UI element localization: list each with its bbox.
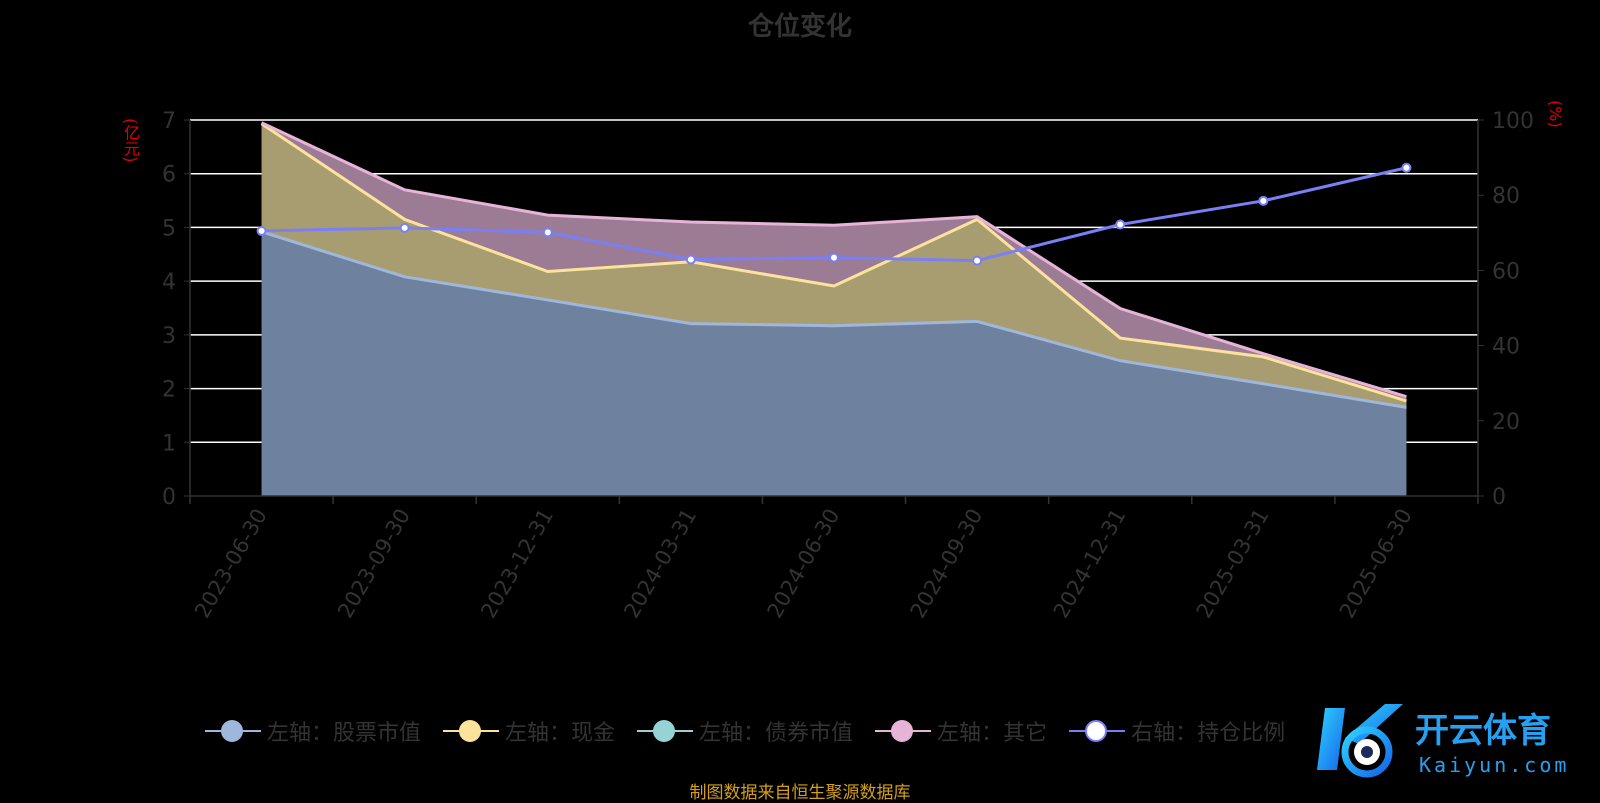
right-axis-tick-label: 0 <box>1492 485 1506 510</box>
right-axis-tick-label: 80 <box>1492 184 1520 209</box>
ratio-point <box>542 227 553 238</box>
legend-swatch-cash <box>443 716 500 746</box>
legend-item-other[interactable]: 左轴：其它 <box>875 715 1047 747</box>
chart-canvas: 0 1 2 3 4 5 6 7 0 20 40 60 80 100 2023-06-30 2023-09-30… <box>162 109 1534 623</box>
left-axis-tick-label: 6 <box>162 163 176 188</box>
legend-swatch-bond <box>637 716 694 746</box>
legend-swatch-stock <box>205 716 261 746</box>
x-axis-tick-label: 2024-03-31 <box>619 505 701 623</box>
left-axis-tick-label: 1 <box>162 431 176 456</box>
x-axis-tick-label: 2025-06-30 <box>1335 505 1417 623</box>
legend-label-cash: 左轴：现金 <box>505 721 616 746</box>
svg-text:开云体育: 开云体育 <box>1415 711 1551 751</box>
x-axis-tick-label: 2024-12-31 <box>1049 505 1131 623</box>
data-source-note: 制图数据来自恒生聚源数据库 <box>689 783 911 803</box>
ratio-point <box>256 225 267 236</box>
area-1 <box>261 123 1407 408</box>
area-line-0 <box>261 230 1407 409</box>
chart-legend: 左轴：股票市值 左轴：现金 左轴：债券市值 左轴：其它 右轴：持仓比例 <box>205 716 1307 746</box>
svg-text:Kaiyun.com: Kaiyun.com <box>1419 753 1569 777</box>
right-axis-unit: (%) <box>1546 100 1565 128</box>
legend-label-ratio: 右轴：持仓比例 <box>1131 721 1286 746</box>
x-axis-tick-label: 2025-03-31 <box>1192 505 1274 623</box>
legend-label-other: 左轴：其它 <box>937 721 1048 746</box>
area-0 <box>261 231 1407 496</box>
chart-title: 仓位变化 <box>747 12 852 42</box>
right-axis-tick-label: 100 <box>1492 109 1534 134</box>
x-axis-tick-label: 2023-12-31 <box>476 505 558 623</box>
right-axis-tick-label: 40 <box>1492 335 1520 360</box>
legend-label-bond: 左轴：债券市值 <box>699 721 854 746</box>
left-axis-unit: (亿元) <box>121 118 140 163</box>
area-line-1 <box>260 122 1407 403</box>
left-axis-tick-label: 3 <box>162 324 176 349</box>
legend-item-ratio[interactable]: 右轴：持仓比例 <box>1069 715 1285 747</box>
ratio-point <box>1401 162 1412 173</box>
x-axis-tick-label: 2024-09-30 <box>906 505 988 623</box>
ratio-point <box>829 252 839 263</box>
x-axis-tick-label: 2023-06-30 <box>190 505 272 623</box>
left-axis-tick-label: 7 <box>162 109 176 134</box>
ratio-point <box>1115 219 1126 230</box>
x-axis-tick-label: 2024-06-30 <box>763 505 845 623</box>
left-axis-tick-label: 2 <box>162 378 176 403</box>
legend-item-cash[interactable]: 左轴：现金 <box>443 715 615 747</box>
right-axis-tick-label: 60 <box>1492 259 1520 284</box>
x-axis-tick-label: 2023-09-30 <box>333 504 415 622</box>
legend-label-stock: 左轴：股票市值 <box>267 721 422 746</box>
ratio-point <box>1258 195 1269 206</box>
left-axis-tick-label: 4 <box>162 270 176 295</box>
area-line-3 <box>260 121 1407 399</box>
ratio-point <box>685 254 696 265</box>
legend-swatch-ratio <box>1069 716 1126 746</box>
ratio-point <box>399 222 410 233</box>
legend-item-bond[interactable]: 左轴：债券市值 <box>637 715 853 747</box>
legend-swatch-other <box>875 716 932 746</box>
legend-item-stock[interactable]: 左轴：股票市值 <box>205 715 421 747</box>
kaiyun-watermark-logo: 开云体育 Kaiyun.com <box>1317 704 1569 778</box>
ratio-point <box>972 255 983 266</box>
right-axis-tick-label: 20 <box>1492 410 1520 435</box>
left-axis-tick-label: 5 <box>162 216 176 241</box>
left-axis-tick-label: 0 <box>162 485 176 510</box>
